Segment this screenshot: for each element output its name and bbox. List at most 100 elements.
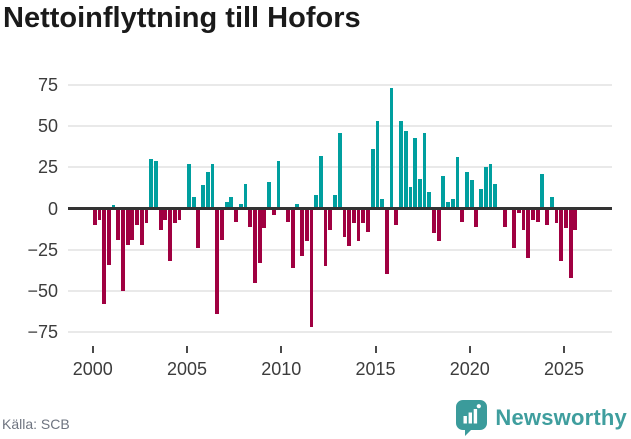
bar: [399, 121, 403, 209]
bar: [149, 159, 154, 209]
bar: [337, 132, 342, 209]
y-tick-label: 25: [37, 157, 58, 178]
y-tick-label: −25: [27, 239, 58, 260]
bar: [333, 195, 337, 209]
bar: [139, 208, 144, 245]
x-tick-label: 2005: [167, 359, 208, 379]
bar: [238, 203, 243, 209]
gridline: [68, 289, 612, 292]
gridline: [68, 248, 612, 251]
bar: [408, 187, 413, 209]
x-tick-label: 2020: [449, 359, 490, 379]
bar: [573, 208, 578, 230]
bar: [554, 208, 559, 224]
bar: [276, 160, 281, 209]
bar: [285, 208, 290, 222]
bar: [309, 208, 314, 328]
y-tick-label: −50: [27, 280, 58, 301]
bar: [436, 208, 441, 242]
bar: [144, 208, 149, 224]
bar: [257, 208, 262, 263]
bar: [116, 208, 121, 240]
newsworthy-bubble-chart-icon: [456, 400, 488, 436]
bar: [347, 208, 352, 247]
bar: [111, 205, 116, 209]
bar: [262, 208, 267, 229]
bar: [361, 208, 366, 224]
bar: [469, 180, 474, 209]
bar: [366, 208, 370, 232]
bar: [413, 137, 417, 209]
bar: [121, 208, 125, 291]
bar: [432, 208, 436, 234]
bar: [535, 208, 540, 222]
bar: [488, 164, 493, 209]
bar: [253, 208, 257, 283]
bar: [102, 208, 107, 305]
y-tick-label: 0: [47, 198, 58, 219]
x-axis-tick: [280, 346, 283, 353]
x-axis-tick: [91, 346, 94, 353]
bar: [271, 208, 276, 216]
bar: [243, 183, 248, 209]
chart-title: Nettoinflyttning till Hofors: [3, 2, 361, 34]
bar: [493, 183, 498, 209]
bar: [300, 208, 304, 257]
bar: [380, 198, 385, 209]
bar: [450, 198, 455, 209]
bar: [417, 178, 422, 209]
bar: [97, 208, 102, 221]
bar: [295, 203, 300, 209]
newsworthy-logo: Newsworthy: [456, 400, 627, 436]
bar: [455, 157, 460, 209]
bar: [512, 208, 516, 249]
gridline: [68, 83, 612, 86]
bar: [375, 121, 380, 209]
bar: [201, 185, 205, 209]
x-tick-label: 2015: [355, 359, 396, 379]
y-tick-label: 50: [37, 116, 58, 137]
bar: [130, 208, 135, 240]
bar: [384, 208, 389, 275]
bar: [92, 208, 97, 225]
y-tick-label: 75: [37, 74, 58, 95]
bar: [328, 208, 333, 230]
gridline: [68, 331, 612, 334]
bar: [351, 208, 356, 224]
x-axis-tick: [374, 346, 377, 353]
bar: [304, 208, 309, 242]
bar: [191, 196, 196, 209]
bar: [196, 208, 201, 249]
x-tick-label: 2010: [261, 359, 302, 379]
gridline: [68, 125, 612, 128]
bar: [125, 208, 130, 245]
bar: [516, 208, 521, 214]
bar: [465, 172, 469, 209]
bar: [210, 164, 215, 209]
bar: [564, 208, 568, 229]
bar: [389, 88, 394, 209]
bar: [106, 208, 111, 265]
bar: [168, 208, 172, 262]
bar: [229, 196, 234, 209]
bar: [318, 155, 323, 209]
bar: [460, 208, 465, 222]
bar: [540, 173, 545, 209]
bar: [323, 208, 328, 267]
x-tick-label: 2000: [72, 359, 113, 379]
bar: [531, 208, 535, 221]
bar: [342, 208, 347, 237]
bar: [545, 208, 549, 225]
zero-axis-line: [68, 207, 612, 210]
bar: [446, 201, 450, 209]
bar: [172, 208, 177, 224]
bar: [234, 208, 238, 222]
newsworthy-logo-text: Newsworthy: [495, 405, 627, 430]
x-axis-tick: [468, 346, 471, 353]
bar: [163, 208, 168, 221]
bar: [314, 195, 319, 209]
bar: [205, 172, 210, 209]
bar: [483, 167, 488, 209]
bar: [154, 160, 158, 209]
